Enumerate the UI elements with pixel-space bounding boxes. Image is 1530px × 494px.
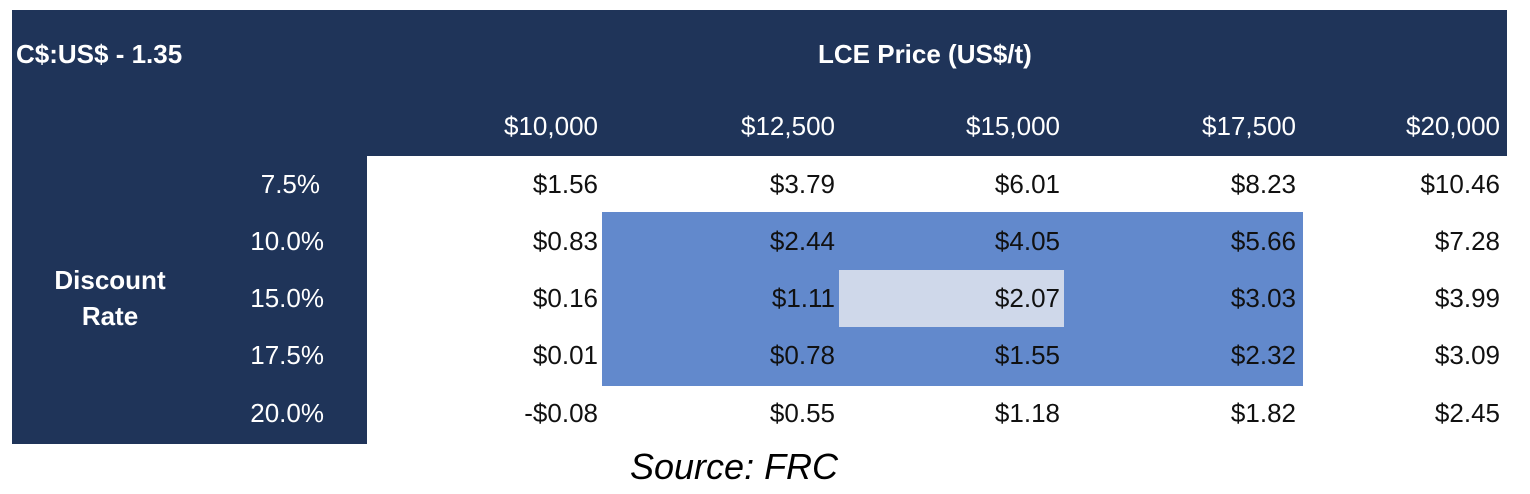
table-cell: $1.56	[532, 169, 598, 199]
table-cell: $8.23	[1230, 169, 1296, 199]
discount-rate-label: Discount Rate	[30, 262, 190, 334]
table-cell: $5.66	[1230, 226, 1296, 256]
table-cell: $0.78	[769, 340, 835, 370]
rate-label: 17.5%	[250, 340, 324, 370]
rate-label: 15.0%	[250, 283, 324, 313]
column-header: $12,500	[741, 111, 835, 141]
table-cell: $7.28	[1434, 226, 1500, 256]
table-cell: $0.55	[769, 398, 835, 428]
table-cell: $3.09	[1434, 340, 1500, 370]
column-header: $17,500	[1202, 111, 1296, 141]
rate-label: 20.0%	[250, 398, 324, 428]
fx-rate-label: C$:US$ - 1.35	[16, 39, 183, 69]
column-header: $15,000	[966, 111, 1060, 141]
column-header: $20,000	[1406, 111, 1500, 141]
rate-label: 7.5%	[260, 169, 320, 199]
table-cell: $1.82	[1230, 398, 1296, 428]
discount-rate-text: Discount Rate	[54, 265, 166, 331]
table-cell: $1.11	[771, 283, 835, 313]
table-cell: $6.01	[994, 169, 1060, 199]
table-cell: $2.07	[994, 283, 1060, 313]
table-cell: $2.32	[1230, 340, 1296, 370]
table-cell: $1.18	[994, 398, 1060, 428]
table-cell: $2.45	[1434, 398, 1500, 428]
table-cell: $10.46	[1420, 169, 1500, 199]
column-header: $10,000	[504, 111, 598, 141]
header-band	[12, 10, 1507, 156]
table-cell: $3.79	[769, 169, 835, 199]
table-cell: $0.83	[532, 226, 598, 256]
table-cell: $0.16	[532, 283, 598, 313]
table-cell: -$0.08	[524, 398, 598, 428]
base-case-highlight	[839, 270, 1064, 327]
rate-label: 10.0%	[250, 226, 324, 256]
table-cell: $2.44	[769, 226, 835, 256]
table-cell: $1.55	[994, 340, 1060, 370]
price-title: LCE Price (US$/t)	[818, 39, 1032, 69]
table-cell: $0.01	[532, 340, 598, 370]
table-cell: $4.05	[994, 226, 1060, 256]
table-cell: $3.03	[1230, 283, 1296, 313]
source-caption: Source: FRC	[630, 446, 839, 487]
table-cell: $3.99	[1434, 283, 1500, 313]
rate-column-band	[12, 156, 367, 444]
